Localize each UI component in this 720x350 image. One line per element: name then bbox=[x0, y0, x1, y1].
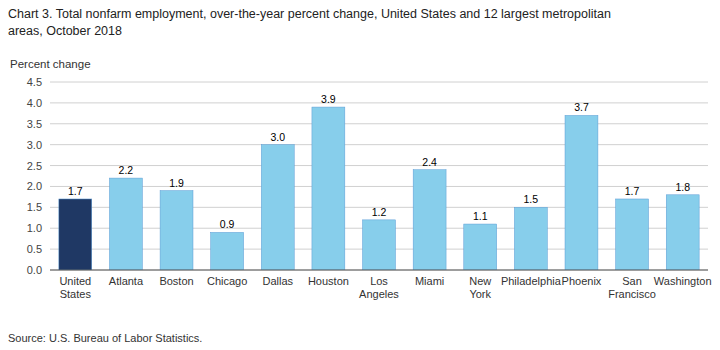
bar bbox=[666, 195, 699, 270]
x-tick-label: NewYork bbox=[469, 275, 491, 300]
chart-title: Chart 3. Total nonfarm employment, over-… bbox=[8, 7, 611, 38]
chart-svg: Chart 3. Total nonfarm employment, over-… bbox=[0, 0, 720, 350]
y-tick-label: 4.5 bbox=[27, 76, 42, 88]
chart-container: Chart 3. Total nonfarm employment, over-… bbox=[0, 0, 720, 350]
data-label: 1.7 bbox=[68, 185, 83, 197]
bar bbox=[312, 107, 345, 270]
y-axis-label: Percent change bbox=[10, 58, 91, 70]
y-tick-label: 1.5 bbox=[27, 201, 42, 213]
data-label: 0.9 bbox=[220, 218, 235, 230]
x-tick-label: Phoenix bbox=[562, 275, 602, 287]
bar bbox=[616, 199, 649, 270]
x-axis-line bbox=[50, 270, 708, 271]
data-label: 2.2 bbox=[119, 164, 134, 176]
bar bbox=[514, 207, 547, 270]
x-tick-label: Washington bbox=[654, 275, 712, 287]
bar bbox=[160, 191, 193, 270]
data-label: 3.0 bbox=[270, 131, 285, 143]
source-note: Source: U.S. Bureau of Labor Statistics. bbox=[8, 332, 202, 344]
x-tick-label: Atlanta bbox=[109, 275, 144, 287]
bar bbox=[413, 170, 446, 270]
data-label: 1.1 bbox=[473, 210, 488, 222]
grid-line bbox=[50, 82, 708, 83]
x-tick-label: Miami bbox=[415, 275, 444, 287]
x-tick-label: Houston bbox=[308, 275, 349, 287]
grid-line bbox=[50, 270, 708, 271]
x-tick-label: Dallas bbox=[262, 275, 293, 287]
data-label: 3.7 bbox=[574, 101, 589, 113]
y-tick-label: 4.0 bbox=[27, 97, 42, 109]
x-tick-label: UnitedStates bbox=[59, 275, 91, 300]
data-label: 1.5 bbox=[524, 193, 539, 205]
x-tick-label: LosAngeles bbox=[359, 275, 399, 300]
x-tick-label: SanFrancisco bbox=[608, 275, 656, 300]
y-tick-label: 2.5 bbox=[27, 160, 42, 172]
grid-line bbox=[50, 186, 708, 187]
grid-line bbox=[50, 102, 708, 103]
data-label: 1.8 bbox=[675, 181, 690, 193]
bar bbox=[211, 232, 244, 270]
y-tick-label: 2.0 bbox=[27, 180, 42, 192]
bar bbox=[363, 220, 396, 270]
grid-line bbox=[50, 123, 708, 124]
data-label: 1.2 bbox=[372, 206, 387, 218]
bar bbox=[464, 224, 497, 270]
y-tick-label: 0.0 bbox=[27, 264, 42, 276]
bar bbox=[109, 178, 142, 270]
data-label: 1.9 bbox=[169, 177, 184, 189]
grid bbox=[50, 82, 708, 270]
bar bbox=[565, 115, 598, 270]
bar bbox=[261, 145, 294, 270]
x-tick-label: Philadelphia bbox=[501, 275, 562, 287]
bars bbox=[59, 107, 699, 270]
grid-line bbox=[50, 165, 708, 166]
y-tick-label: 3.0 bbox=[27, 139, 42, 151]
bar bbox=[59, 199, 92, 270]
y-tick-label: 3.5 bbox=[27, 118, 42, 130]
data-label: 1.7 bbox=[625, 185, 640, 197]
y-tick-label: 0.5 bbox=[27, 243, 42, 255]
x-tick-label: Chicago bbox=[207, 275, 247, 287]
grid-line bbox=[50, 144, 708, 145]
data-label: 3.9 bbox=[321, 93, 336, 105]
y-tick-label: 1.0 bbox=[27, 222, 42, 234]
x-tick-label: Boston bbox=[159, 275, 193, 287]
data-label: 2.4 bbox=[422, 156, 437, 168]
